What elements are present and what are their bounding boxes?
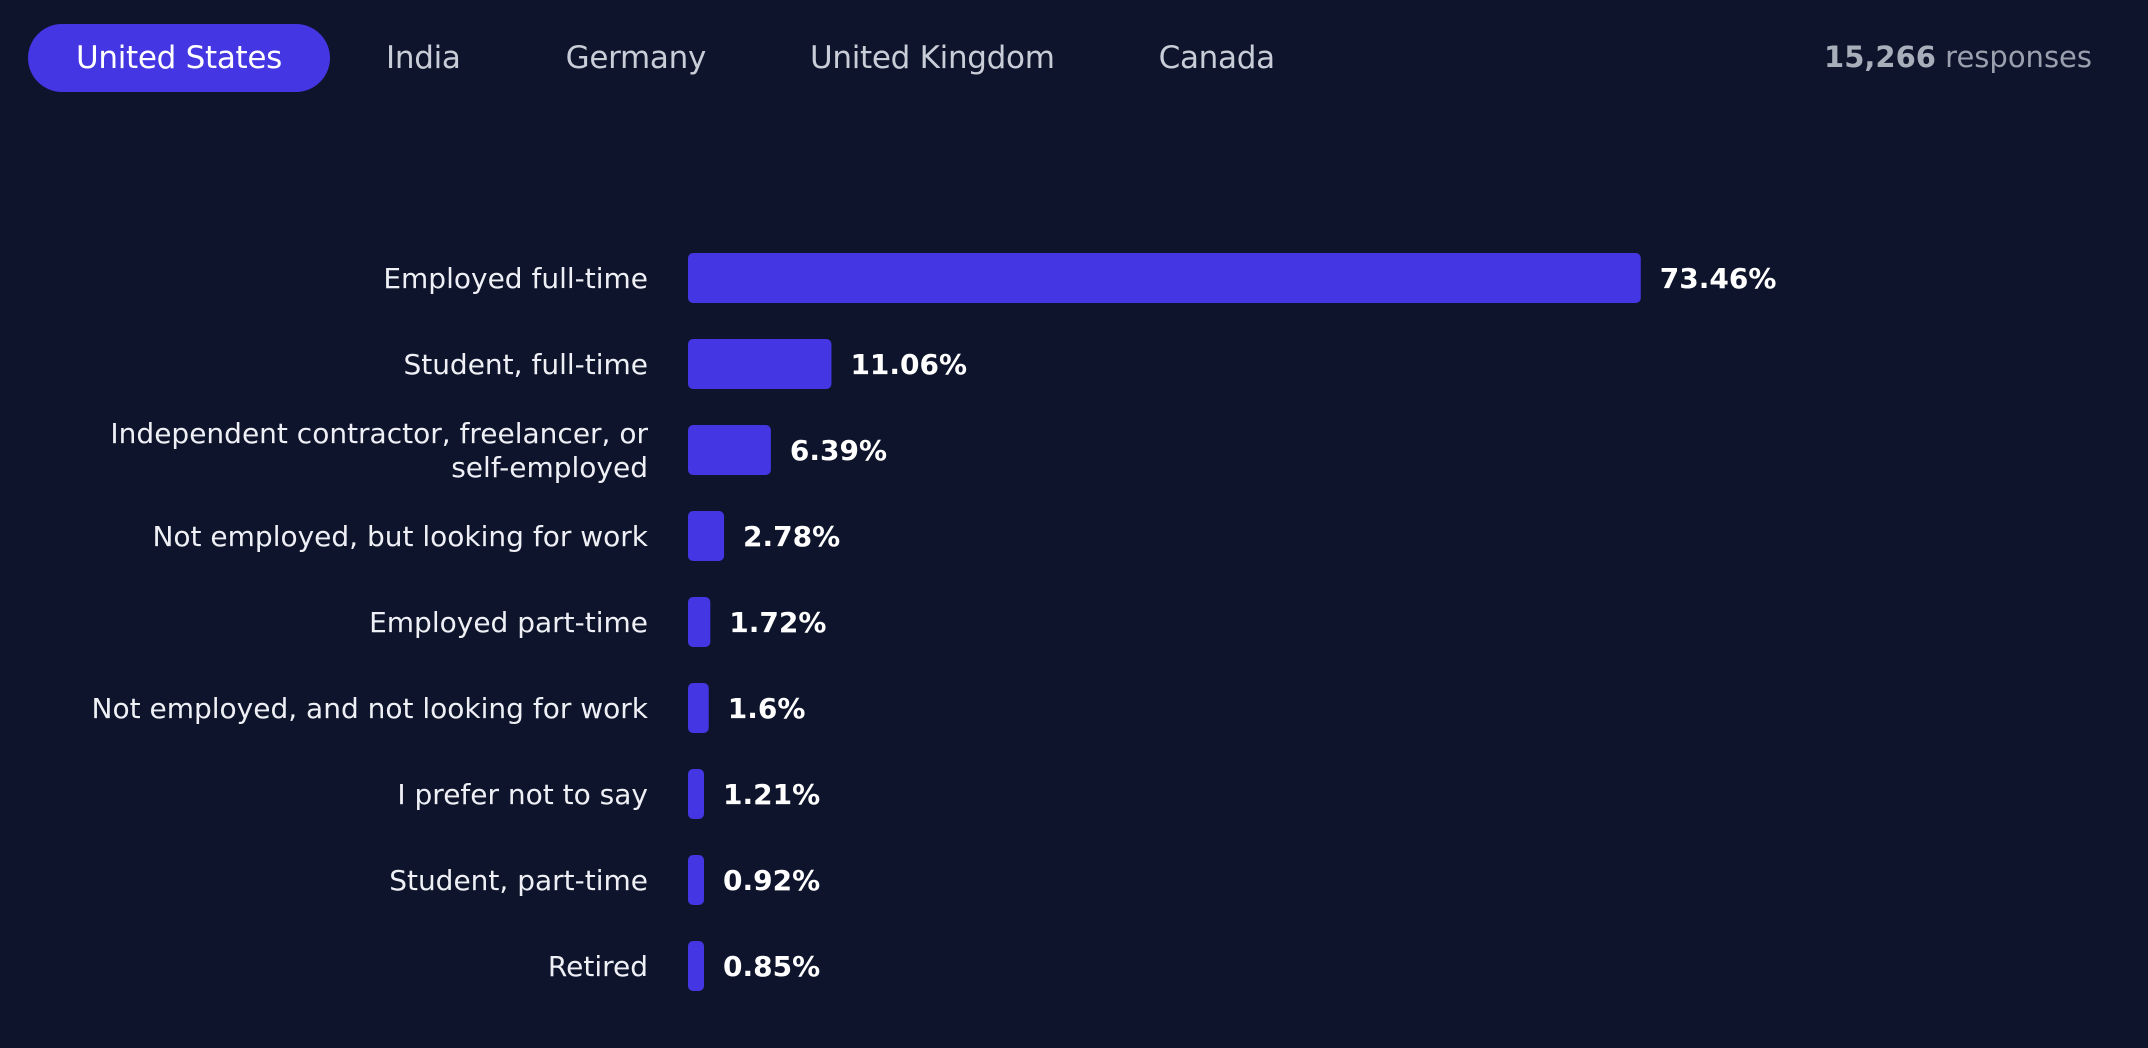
value-label: 73.46%: [1660, 262, 1777, 295]
value-label: 1.6%: [728, 692, 806, 725]
tab-canada[interactable]: Canada: [1158, 40, 1275, 76]
category-label: Employed part-time: [369, 606, 648, 639]
value-label: 1.72%: [729, 606, 826, 639]
bar[interactable]: [688, 425, 771, 475]
bar[interactable]: [688, 511, 725, 561]
tab-united-states[interactable]: United States: [28, 24, 331, 92]
tab-germany[interactable]: Germany: [565, 40, 707, 76]
category-label: Student, full-time: [403, 348, 648, 381]
category-label: I prefer not to say: [397, 778, 648, 811]
bar-row: Student, part-time 0.92%: [389, 855, 820, 905]
tab-india[interactable]: India: [386, 40, 461, 76]
bar-row: Retired 0.85%: [548, 941, 820, 991]
category-label: Student, part-time: [389, 864, 648, 897]
value-label: 11.06%: [850, 348, 967, 381]
bar-row: I prefer not to say 1.21%: [397, 769, 820, 819]
bar-row: Employed full-time 73.46%: [383, 253, 1776, 303]
value-label: 0.92%: [723, 864, 820, 897]
value-label: 1.21%: [723, 778, 820, 811]
bar[interactable]: [688, 855, 704, 905]
responses-label: responses: [1945, 40, 2092, 74]
bar-row: Not employed, but looking for work 2.78%: [152, 511, 840, 561]
bar-row: Employed part-time 1.72%: [369, 597, 826, 647]
tab-united-kingdom[interactable]: United Kingdom: [810, 40, 1055, 76]
bar[interactable]: [688, 683, 709, 733]
bar-row: Not employed, and not looking for work 1.…: [92, 683, 806, 733]
bar-row: Student, full-time 11.06%: [403, 339, 967, 389]
bar[interactable]: [688, 941, 704, 991]
category-label: Not employed, but looking for work: [152, 520, 648, 553]
country-tabs: United States India Germany United Kingd…: [28, 24, 1275, 92]
bar[interactable]: [688, 769, 704, 819]
category-label: Not employed, and not looking for work: [92, 692, 649, 725]
value-label: 6.39%: [790, 434, 887, 467]
category-label: Independent contractor, freelancer, or: [110, 417, 648, 450]
bar[interactable]: [688, 253, 1641, 303]
category-label: self-employed: [451, 451, 648, 484]
value-label: 2.78%: [743, 520, 840, 553]
bar-row: Independent contractor, freelancer, orse…: [110, 417, 887, 484]
category-label: Employed full-time: [383, 262, 648, 295]
value-label: 0.85%: [723, 950, 820, 983]
responses-count: 15,266 responses: [1824, 40, 2092, 74]
bar[interactable]: [688, 339, 832, 389]
bar[interactable]: [688, 597, 711, 647]
responses-number: 15,266: [1824, 40, 1936, 74]
category-label: Retired: [548, 950, 648, 983]
